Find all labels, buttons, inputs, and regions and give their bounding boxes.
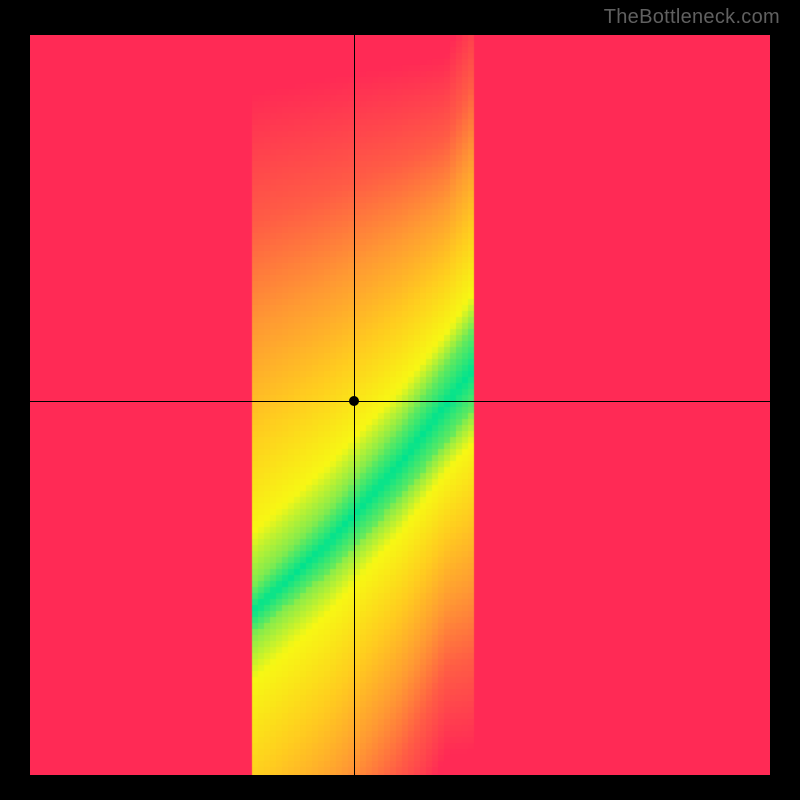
- watermark-text: TheBottleneck.com: [604, 6, 780, 29]
- crosshair-marker: [349, 396, 359, 406]
- heatmap-chart: [30, 35, 770, 775]
- crosshair-horizontal: [30, 401, 770, 402]
- heatmap-canvas: [30, 35, 770, 775]
- root: TheBottleneck.com: [0, 0, 800, 800]
